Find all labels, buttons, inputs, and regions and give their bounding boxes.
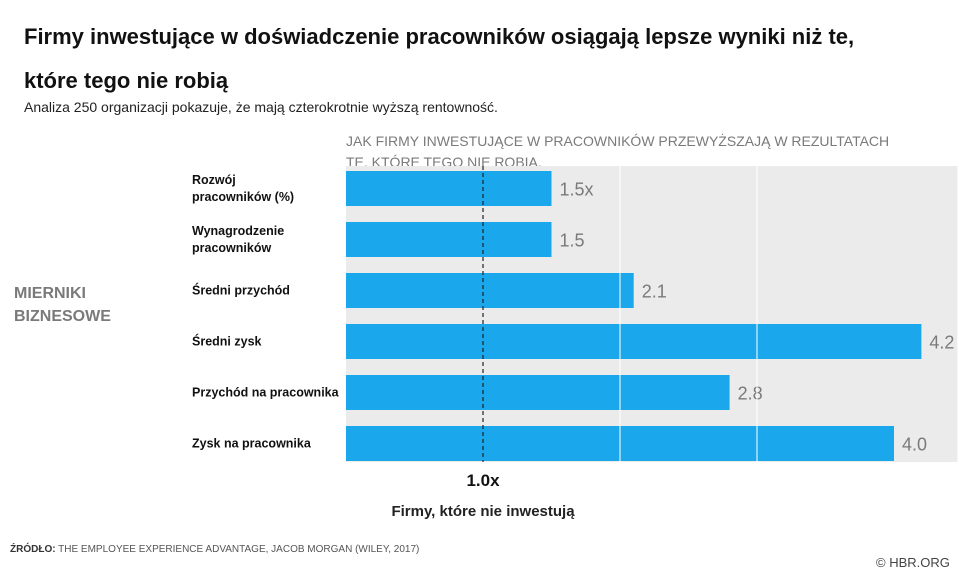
data-label-2: 1.5 xyxy=(560,231,585,251)
category-label-1-line-1: Rozwój xyxy=(192,173,236,187)
bar-2 xyxy=(346,222,552,257)
data-label-4: 4.2 xyxy=(929,333,954,353)
bar-3 xyxy=(346,273,634,308)
chart-panel xyxy=(346,166,958,462)
copyright: © HBR.ORG xyxy=(876,555,950,570)
page-subtitle: Analiza 250 organizacji pokazuje, że maj… xyxy=(24,99,498,115)
y-axis-title-line-1: MIERNIKI xyxy=(14,285,86,302)
chart-title-line-1: JAK FIRMY INWESTUJĄCE W PRACOWNIKÓW PRZE… xyxy=(346,133,890,149)
data-label-6: 4.0 xyxy=(902,435,927,455)
category-label-2-line-2: pracowników xyxy=(192,241,271,255)
data-label-1: 1.5x xyxy=(560,180,594,200)
bar-4 xyxy=(346,324,922,359)
data-label-3: 2.1 xyxy=(642,282,667,302)
source-label: ŹRÓDŁO: xyxy=(10,544,56,555)
page-title-line-1: Firmy inwestujące w doświadczenie pracow… xyxy=(24,24,855,49)
page-title-line-2: które tego nie robią xyxy=(24,68,229,93)
y-axis-title-line-2: BIZNESOWE xyxy=(14,308,111,325)
bar-5 xyxy=(346,375,730,410)
x-axis-label: Firmy, które nie inwestują xyxy=(391,503,575,520)
category-label-5-line-1: Przychód na pracownika xyxy=(192,386,340,400)
reference-label: 1.0x xyxy=(466,471,500,490)
source-text: THE EMPLOYEE EXPERIENCE ADVANTAGE, JACOB… xyxy=(58,544,420,555)
category-label-3-line-1: Średni przychód xyxy=(192,283,290,298)
bar-1 xyxy=(346,171,552,206)
category-label-1-line-2: pracowników (%) xyxy=(192,190,294,204)
y-axis-title: MIERNIKI BIZNESOWE xyxy=(14,282,111,328)
category-label-4-line-1: Średni zysk xyxy=(192,334,262,349)
category-label-6-line-1: Zysk na pracownika xyxy=(192,437,312,451)
source-note: ŹRÓDŁO: THE EMPLOYEE EXPERIENCE ADVANTAG… xyxy=(10,544,419,555)
data-label-5: 2.8 xyxy=(738,384,763,404)
category-label-2-line-1: Wynagrodzenie xyxy=(192,224,284,238)
